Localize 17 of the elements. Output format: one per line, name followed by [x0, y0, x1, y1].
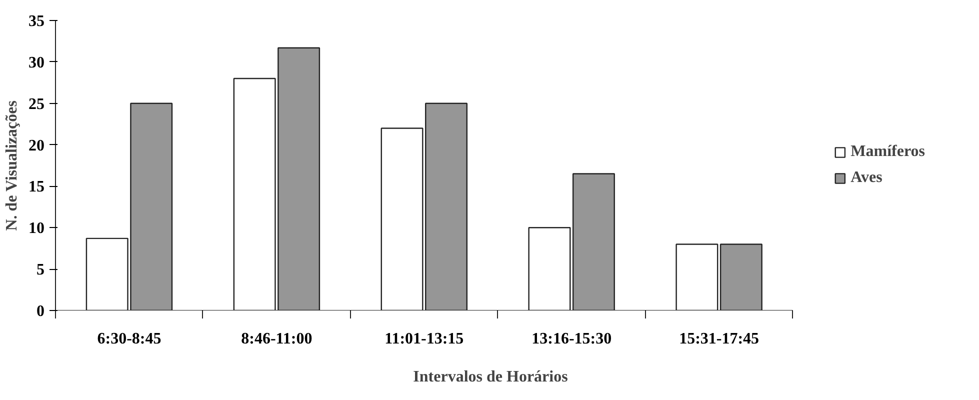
y-tick-label: 15 [28, 178, 44, 196]
legend-label: Aves [850, 169, 882, 187]
y-tick-label: 35 [28, 13, 44, 30]
y-tick-label: 5 [36, 262, 44, 279]
y-tick-label: 0 [36, 303, 44, 320]
y-tick-label: 25 [28, 96, 44, 113]
y-tick-label: 20 [28, 137, 44, 154]
y-tick-label: 30 [28, 54, 44, 72]
x-tick-label: 13:16-15:30 [532, 330, 612, 348]
x-axis-title: Intervalos de Horários [413, 368, 568, 386]
y-tick-label: 10 [28, 220, 44, 238]
x-tick-label: 6:30-8:45 [97, 330, 162, 348]
legend-label: Mamíferos [850, 143, 925, 161]
x-tick-label: 8:46-11:00 [241, 330, 312, 348]
y-axis-title: N. de Visualizações [4, 100, 20, 231]
x-tick-label: 15:31-17:45 [679, 330, 760, 348]
x-tick-label: 11:01-13:15 [384, 330, 464, 348]
